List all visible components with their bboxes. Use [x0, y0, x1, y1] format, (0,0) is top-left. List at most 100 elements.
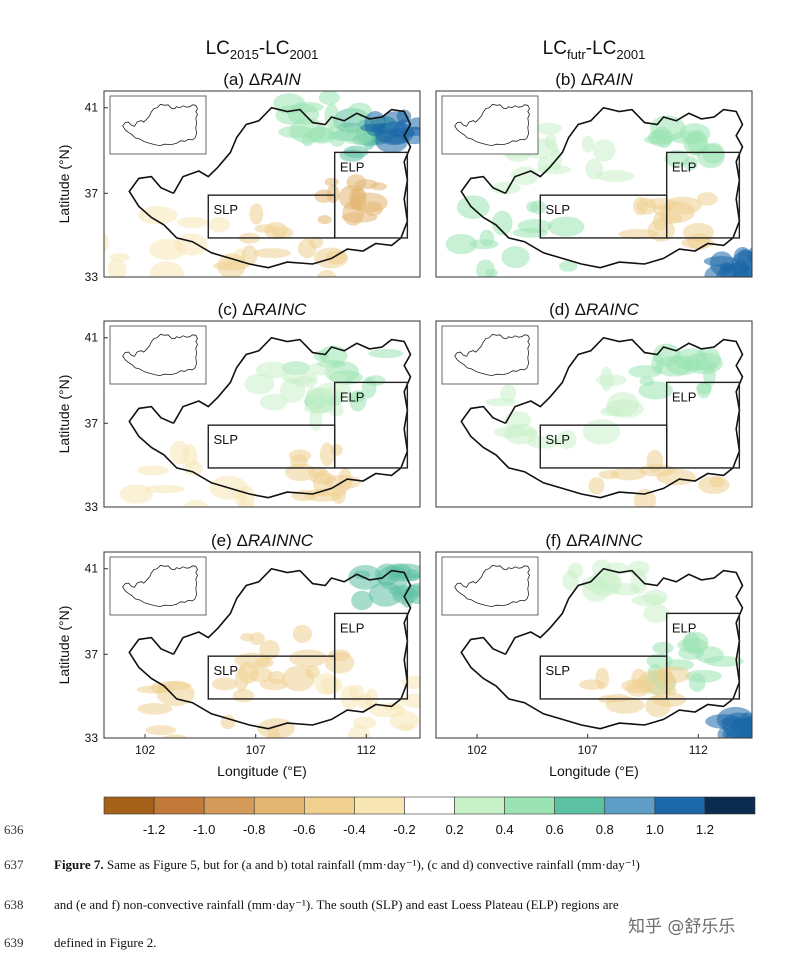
slp-label: SLP	[545, 432, 570, 447]
colorbar-swatch	[253, 796, 305, 815]
elp-label: ELP	[340, 620, 365, 635]
panel-frame	[435, 551, 753, 739]
colorbar-tick-label: 1.2	[696, 822, 714, 837]
rainfall-shading	[104, 91, 420, 277]
panel-frame	[103, 90, 421, 278]
elp-label: ELP	[672, 159, 697, 174]
rainfall-shading	[484, 343, 730, 507]
panel-title-b: (b) ΔRAIN	[555, 70, 633, 89]
x-axis-label: Longitude (°E)	[217, 763, 307, 779]
elp-label: ELP	[340, 159, 365, 174]
colorbar-tick-label: 0.2	[445, 822, 463, 837]
y-tick-label: 37	[85, 647, 99, 661]
colorbar-tick-label: -0.4	[343, 822, 365, 837]
y-tick-label: 41	[85, 562, 99, 576]
rainfall-shading	[562, 559, 752, 738]
slp-label: SLP	[545, 202, 570, 217]
line-number-639: 639	[4, 935, 24, 950]
colorbar: -1.2 -1.0 -0.8 -0.6 -0.4 -0.2 0.2 0.4 0.6 0.8 1.0 1…	[103, 796, 756, 837]
line-number-636: 636	[4, 822, 24, 837]
elp-region-box	[665, 381, 741, 469]
inset-outline	[122, 333, 198, 377]
map-panel-e: SLP ELP (e) ΔRAINNC 41 37 33 Latitude (°N) 102 1…	[56, 531, 421, 779]
y-tick-label: 37	[85, 186, 99, 200]
map-panel-f: SLP ELP (f) ΔRAINNC 102 107 112 Longitude (°E)	[435, 531, 753, 779]
inset-map	[109, 556, 207, 616]
colorbar-tick-label: -0.2	[393, 822, 415, 837]
panel-frame	[103, 551, 421, 739]
colorbar-swatch	[354, 796, 405, 815]
colorbar-tick-label: 0.4	[496, 822, 514, 837]
map-panel-d: SLP ELP (d) ΔRAINC	[435, 300, 753, 508]
panel-frame	[435, 90, 753, 278]
caption-line-2: and (e and f) non-convective rainfall (m…	[54, 897, 619, 912]
colorbar-tick-label: 0.8	[596, 822, 614, 837]
colorbar-swatch	[153, 796, 205, 815]
colorbar-swatch	[203, 796, 255, 815]
elp-label: ELP	[672, 389, 697, 404]
inset-outline	[454, 564, 530, 608]
panel-title-a: (a) ΔRAIN	[223, 70, 301, 89]
elp-region-box	[665, 151, 741, 239]
caption-line-1: Figure 7. Same as Figure 5, but for (a a…	[54, 857, 640, 873]
inset-outline	[122, 564, 198, 608]
x-tick-label: 102	[135, 743, 155, 757]
colorbar-tick-label: -0.8	[243, 822, 265, 837]
inset-map	[109, 325, 207, 385]
slp-label: SLP	[213, 202, 238, 217]
slp-label: SLP	[213, 663, 238, 678]
line-number-637: 637	[4, 857, 24, 872]
elp-region-box	[333, 612, 409, 700]
y-tick-label: 33	[85, 270, 99, 284]
map-panel-c: SLP ELP (c) ΔRAINC 41 37 33 Latitude (°N)	[56, 300, 421, 514]
colorbar-swatch	[704, 796, 756, 815]
colorbar-swatch	[604, 796, 656, 815]
x-tick-label: 107	[246, 743, 266, 757]
panel-title-e: (e) ΔRAINNC	[211, 531, 314, 550]
map-panel-a: SLP ELP (a) ΔRAIN 41 37 33 Latitude (°N)	[56, 70, 421, 284]
caption-line-3: defined in Figure 2.	[54, 935, 157, 950]
loess-plateau-outline	[128, 106, 412, 269]
caption-text-1: Same as Figure 5, but for (a and b) tota…	[103, 857, 640, 872]
colorbar-swatch	[554, 796, 606, 815]
colorbar-swatch	[454, 796, 505, 815]
elp-region-box	[333, 381, 409, 469]
inset-outline	[454, 103, 530, 147]
colorbar-swatch	[404, 796, 455, 815]
elp-label: ELP	[672, 620, 697, 635]
panel-title-f: (f) ΔRAINNC	[545, 531, 643, 550]
loess-plateau-outline	[460, 567, 744, 730]
colorbar-tick-label: 0.6	[546, 822, 564, 837]
panel-title-c: (c) ΔRAINC	[218, 300, 308, 319]
colorbar-swatch	[654, 796, 706, 815]
slp-label: SLP	[213, 432, 238, 447]
y-axis-label: Latitude (°N)	[56, 375, 72, 454]
inset-map	[441, 325, 539, 385]
y-tick-label: 33	[85, 500, 99, 514]
x-axis-label: Longitude (°E)	[549, 763, 639, 779]
rainfall-shading	[136, 563, 420, 738]
colorbar-tick-label: -0.6	[293, 822, 315, 837]
column-title-1: LC2015-LC2001	[206, 38, 319, 62]
caption-figure-label: Figure 7.	[54, 857, 104, 872]
colorbar-tick-label: 1.0	[646, 822, 664, 837]
x-tick-label: 107	[578, 743, 598, 757]
y-axis-label: Latitude (°N)	[56, 145, 72, 224]
loess-plateau-outline	[460, 106, 744, 269]
colorbar-swatch	[103, 796, 155, 815]
elp-region-box	[665, 612, 741, 700]
y-axis-label: Latitude (°N)	[56, 606, 72, 685]
loess-plateau-outline	[128, 567, 412, 730]
panel-title-d: (d) ΔRAINC	[549, 300, 639, 319]
colorbar-swatch	[304, 796, 355, 815]
slp-label: SLP	[545, 663, 570, 678]
inset-map	[441, 556, 539, 616]
inset-map	[441, 95, 539, 155]
watermark: 知乎 @舒乐乐	[628, 917, 736, 937]
y-tick-label: 41	[85, 331, 99, 345]
panel-frame	[103, 320, 421, 508]
map-panel-b: SLP ELP (b) ΔRAIN	[435, 70, 753, 278]
y-tick-label: 41	[85, 101, 99, 115]
inset-outline	[122, 103, 198, 147]
